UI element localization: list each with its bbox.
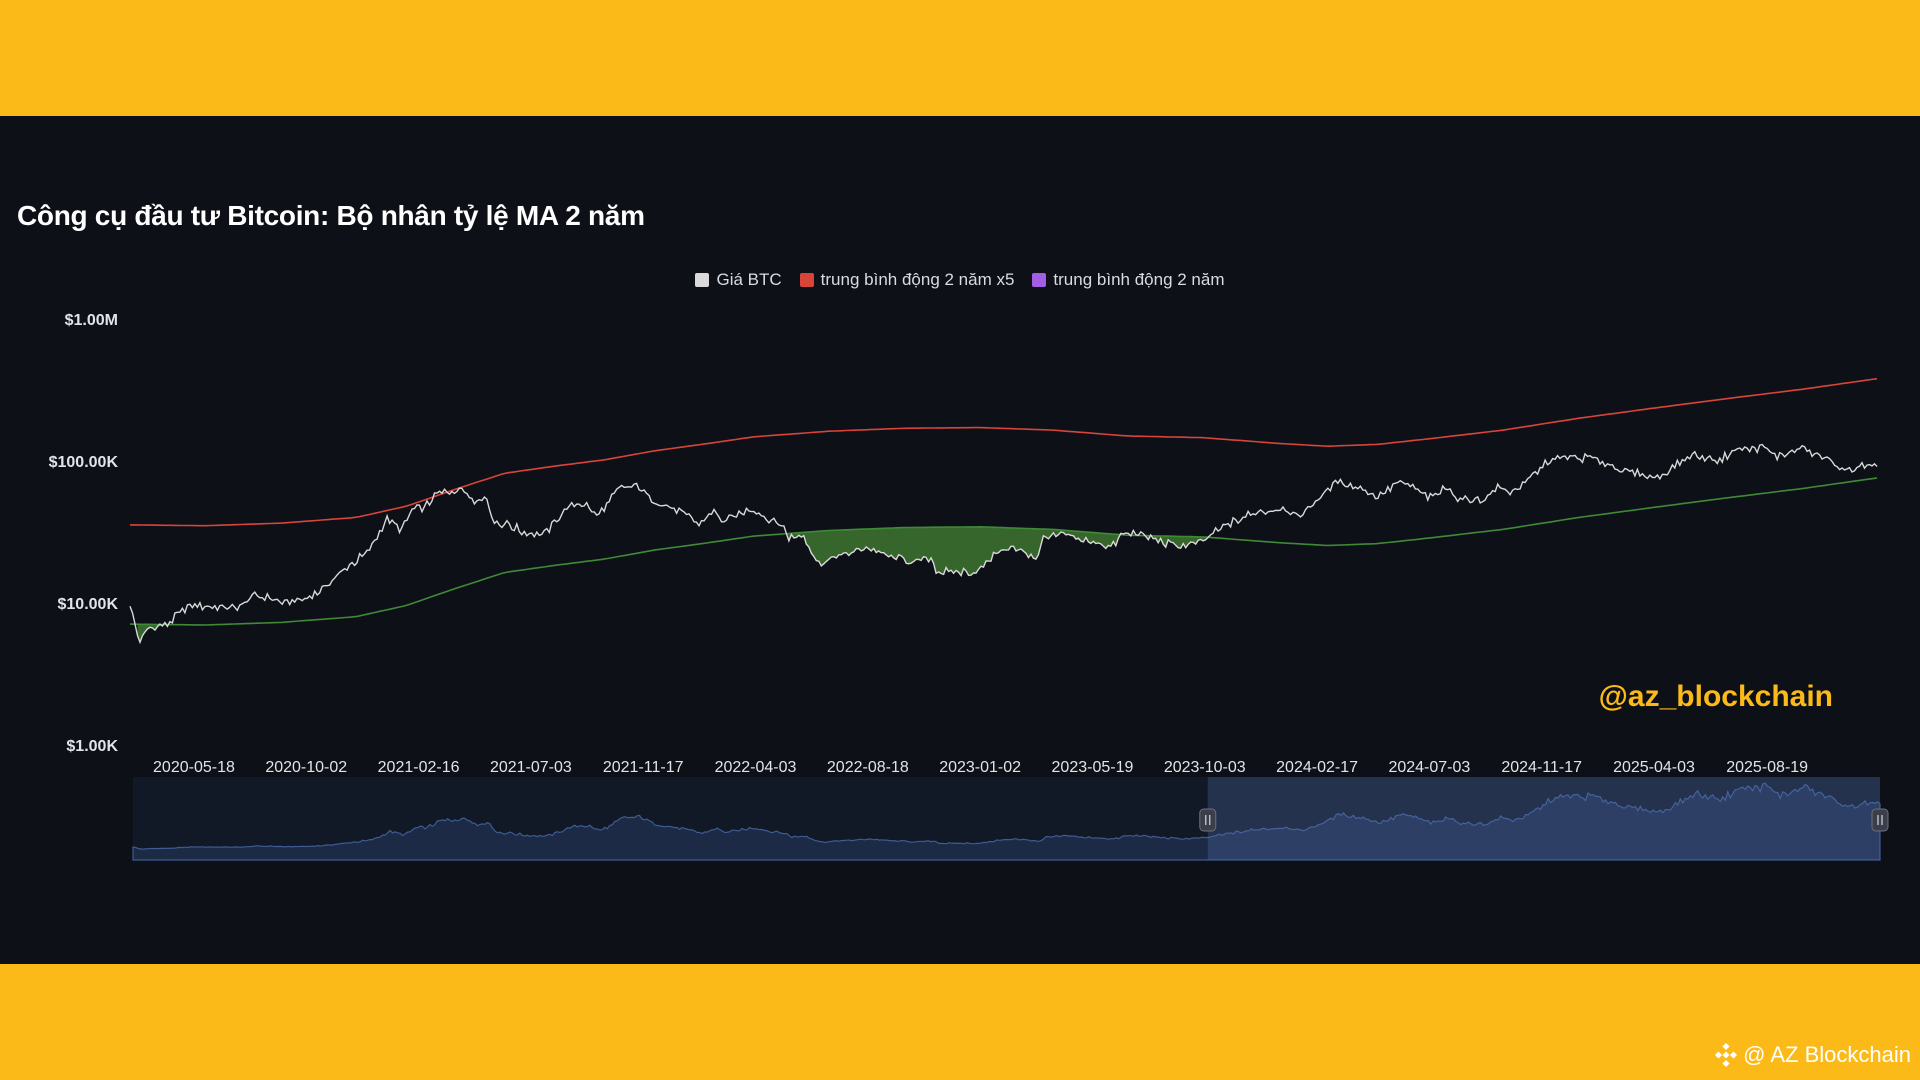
binance-logo-icon [1715, 1042, 1738, 1068]
x-tick-label: 2022-04-03 [715, 759, 797, 776]
legend-label-btc-price: Giá BTC [716, 270, 782, 289]
x-tick-label: 2025-04-03 [1613, 759, 1695, 776]
x-tick-label: 2022-08-18 [827, 759, 909, 776]
x-tick-label: 2023-05-19 [1052, 759, 1134, 776]
legend-item-ma2y-x5[interactable]: trung bình động 2 năm x5 [799, 270, 1015, 290]
series-lines [129, 377, 1878, 645]
range-navigator[interactable] [132, 777, 1889, 861]
navigator-handle-right[interactable] [1871, 808, 1889, 832]
below-ma-area [1153, 534, 1211, 549]
legend-swatch-ma2y [1032, 273, 1047, 287]
x-tick-label: 2023-01-02 [939, 759, 1021, 776]
x-tick-label: 2020-05-18 [153, 759, 235, 776]
navigator-area [132, 782, 1881, 861]
legend-item-ma2y[interactable]: trung bình động 2 năm [1032, 270, 1225, 290]
series-line-trung-b-nh-ng-2-n-m-x5 [130, 377, 1878, 527]
x-tick-label: 2021-07-03 [490, 759, 572, 776]
x-tick-label: 2025-08-19 [1726, 759, 1808, 776]
legend-item-btc-price[interactable]: Giá BTC [695, 270, 782, 290]
y-tick-label: $100.00K [49, 454, 119, 471]
below-ma-area [786, 526, 1121, 576]
chart-legend: Giá BTC trung bình động 2 năm x5 trung b… [0, 270, 1920, 290]
x-tick-label: 2024-07-03 [1388, 759, 1470, 776]
legend-label-ma2y-x5: trung bình động 2 năm x5 [820, 270, 1015, 289]
watermark-handle: @az_blockchain [1598, 680, 1833, 713]
series-line-trung-b-nh-ng-2-n-m [129, 477, 1878, 626]
navigator-selection[interactable] [1207, 777, 1880, 860]
legend-swatch-btc-price [695, 273, 710, 287]
below-ma-fill [137, 526, 1211, 643]
navigator-handle-left[interactable] [1199, 808, 1217, 832]
y-tick-label: $10.00K [58, 596, 119, 613]
x-tick-label: 2023-10-03 [1164, 759, 1246, 776]
x-tick-label: 2021-02-16 [378, 759, 460, 776]
credit: @ AZ Blockchain [1713, 1042, 1911, 1068]
x-tick-label: 2024-02-17 [1276, 759, 1358, 776]
chart-title: Công cụ đầu tư Bitcoin: Bộ nhân tỷ lệ MA… [17, 200, 645, 231]
x-tick-label: 2020-10-02 [265, 759, 347, 776]
series-line-btc-price [129, 443, 1878, 645]
x-tick-label: 2024-11-17 [1501, 759, 1582, 776]
y-axis-ticks: $1.00M $100.00K $10.00K $1.00K [49, 312, 119, 755]
y-tick-label: $1.00M [65, 312, 118, 329]
credit-text: @ AZ Blockchain [1743, 1042, 1911, 1067]
legend-swatch-ma2y-x5 [799, 273, 814, 287]
x-axis-ticks: 2020-05-18 2020-10-02 2021-02-16 2021-07-03… [153, 759, 1808, 776]
x-tick-label: 2021-11-17 [603, 759, 684, 776]
y-tick-label: $1.00K [66, 738, 118, 755]
legend-label-ma2y: trung bình động 2 năm [1053, 270, 1225, 289]
